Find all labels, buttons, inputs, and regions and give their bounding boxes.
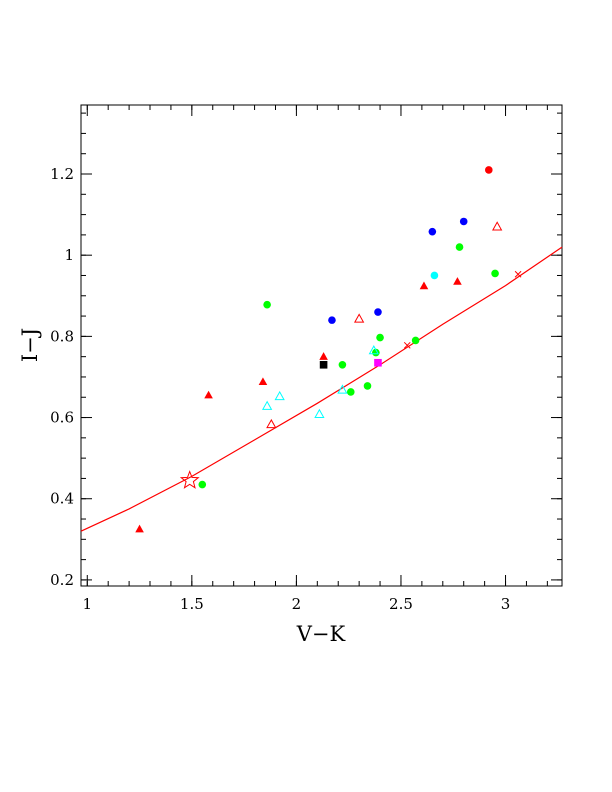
data-point [485,166,493,174]
x-tick-label: 1.5 [180,595,204,613]
curve-layer [80,246,563,532]
plot-frame [80,104,563,587]
x-tick-label: 3 [501,595,511,613]
data-point [459,217,468,226]
data-point [376,333,384,342]
data-point [453,277,462,285]
data-point [374,308,382,316]
data-point [338,360,347,369]
data-point [372,348,380,357]
y-tick-label: 1.2 [50,165,74,183]
data-point [179,470,200,489]
data-point [353,313,365,323]
data-point [319,352,328,360]
data-point [266,418,277,429]
x-tick-label: 2.5 [389,595,413,613]
data-point [261,400,273,410]
y-tick-label: 0.2 [50,571,74,589]
fit-curve [80,246,563,532]
data-point [419,281,429,290]
data-point [411,336,420,345]
data-point [328,316,336,324]
data-point [198,480,207,489]
data-point [314,408,325,419]
data-point [428,227,437,236]
data-point [455,243,464,251]
data-point [319,360,328,369]
y-tick-label: 0.6 [50,409,74,427]
data-point [346,388,355,396]
data-point [258,377,268,386]
x-axis-title: V−K [296,622,346,646]
y-axis-title: I−J [18,328,42,362]
data-point [374,358,382,367]
data-point [492,221,503,231]
x-tick-label: 1 [83,595,93,613]
data-point [491,269,499,278]
points-layer [135,166,522,533]
data-point [204,390,213,399]
tick-labels: 1 1.5 2 2.5 3 0.2 0.4 0.6 0.8 1 1.2 [50,165,510,613]
data-point [135,524,144,533]
axis-ticks [81,105,562,586]
data-point [363,382,372,390]
y-tick-label: 0.8 [50,327,74,345]
data-point [263,300,271,309]
data-point [274,390,285,401]
data-point [368,345,379,355]
y-tick-label: 0.4 [50,490,74,508]
x-tick-label: 2 [292,595,302,613]
y-tick-label: 1 [64,246,74,264]
data-point [337,384,348,394]
data-point [514,270,522,278]
data-point [430,271,439,280]
data-point [403,341,411,349]
